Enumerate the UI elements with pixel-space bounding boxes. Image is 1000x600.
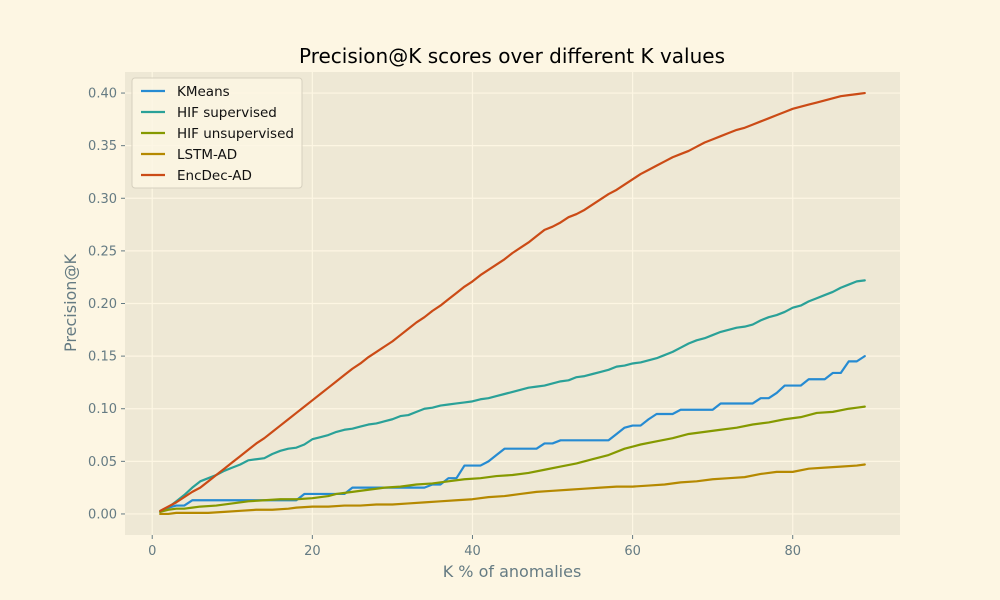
legend: KMeans HIF supervised HIF unsupervised LSTM… (131, 77, 303, 189)
x-axis-ticks: 0 20 40 60 80 (148, 535, 801, 559)
x-tick-label: 20 (304, 544, 321, 559)
y-tick-label: 0.10 (88, 402, 117, 417)
y-tick-label: 0.30 (88, 192, 117, 207)
legend-label-hif-supervised: HIF supervised (177, 105, 277, 121)
legend-label-hif-unsupervised: HIF unsupervised (177, 126, 294, 142)
series-lines (159, 91, 866, 516)
x-tick-label: 60 (624, 544, 641, 559)
series-line-hif-supervised (159, 279, 866, 513)
legend-box (131, 77, 303, 189)
legend-label-lstm-ad: LSTM-AD (177, 147, 237, 163)
x-tick-label: 0 (148, 544, 156, 559)
legend-label-kmeans: KMeans (177, 84, 230, 100)
y-tick-label: 0.15 (88, 350, 117, 365)
y-tick-label: 0.40 (88, 87, 117, 102)
y-tick-label: 0.05 (88, 455, 117, 470)
x-axis-label: K % of anomalies (443, 562, 582, 581)
series-line-encdec-ad (159, 91, 866, 512)
x-tick-label: 40 (464, 544, 481, 559)
chart-title: Precision@K scores over different K valu… (299, 44, 725, 68)
y-tick-label: 0.35 (88, 139, 117, 154)
legend-items: KMeans HIF supervised HIF unsupervised LSTM… (141, 84, 294, 184)
x-tick-label: 80 (784, 544, 801, 559)
y-tick-label: 0.20 (88, 297, 117, 312)
y-axis-label: Precision@K (61, 254, 80, 352)
series-line-kmeans (159, 355, 866, 513)
legend-label-encdec-ad: EncDec-AD (177, 168, 252, 184)
y-tick-label: 0.00 (88, 507, 117, 522)
series-line-lstm-ad (159, 463, 866, 516)
y-axis-ticks: 0.00 0.05 0.10 0.15 0.20 0.25 0.30 0.35 0.40 (88, 87, 125, 522)
series-line-hif-unsupervised (159, 405, 866, 513)
y-tick-label: 0.25 (88, 244, 117, 259)
